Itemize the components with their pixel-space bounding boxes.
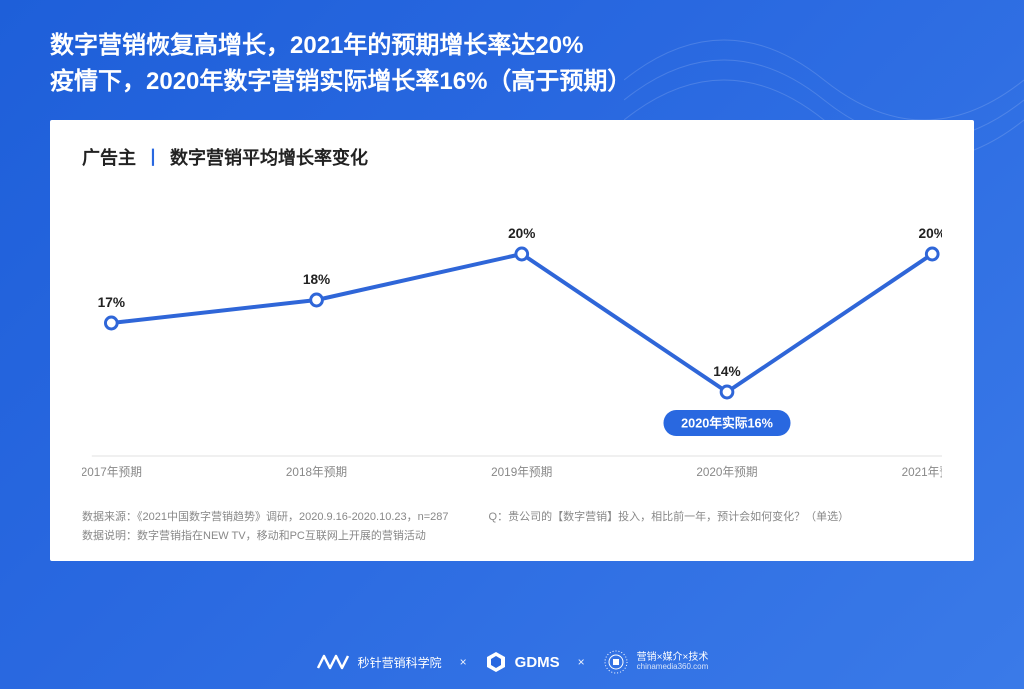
logo-miaozhen: 秒针营销科学院 <box>316 652 442 672</box>
source-line1-left: 数据来源：《2021中国数字营销趋势》调研，2020.9.16-2020.10.… <box>82 508 449 527</box>
chart-marker <box>311 294 323 306</box>
chart-marker <box>721 386 733 398</box>
miaozhen-icon <box>316 652 350 672</box>
chart-marker <box>105 317 117 329</box>
chart-title: 广告主 丨 数字营销平均增长率变化 <box>82 144 942 170</box>
chart-title-left: 广告主 <box>82 144 136 170</box>
headline-line-1: 数字营销恢复高增长，2021年的预期增长率达20% <box>50 28 974 64</box>
chart-x-label: 2021年预期 <box>902 465 942 479</box>
chart-area: 17% 2017年预期 18% 2018年预期 20% 2019年预期 14% 2020年预期… <box>82 178 942 498</box>
logo-chinamedia: 营销×媒介×技术 chinamedia360.com <box>603 649 709 675</box>
chart-annotation-text: 2020年实际16% <box>681 415 773 430</box>
logo-gdms-text: GDMS <box>515 654 560 671</box>
chart-card: 广告主 丨 数字营销平均增长率变化 17% 2017年预期 18% 2018年预期 20… <box>50 120 974 561</box>
line-chart: 17% 2017年预期 18% 2018年预期 20% 2019年预期 14% 2020年预期… <box>82 178 942 498</box>
chart-x-label: 2018年预期 <box>286 465 347 479</box>
logo-chinamedia-bottom: chinamedia360.com <box>637 663 709 672</box>
chart-x-label: 2017年预期 <box>82 465 142 479</box>
chart-marker <box>926 248 938 260</box>
source-block: 数据来源：《2021中国数字营销趋势》调研，2020.9.16-2020.10.… <box>82 508 942 545</box>
source-line2: 数据说明：数字营销指在NEW TV，移动和PC互联网上开展的营销活动 <box>82 527 942 546</box>
chinamedia-icon <box>603 649 629 675</box>
logo-separator-1: × <box>460 655 467 669</box>
chart-title-separator: 丨 <box>144 144 162 170</box>
logo-gdms: GDMS <box>485 651 560 673</box>
chart-x-label: 2020年预期 <box>696 465 757 479</box>
headline-line-2: 疫情下，2020年数字营销实际增长率16%（高于预期） <box>50 64 974 100</box>
chart-value-label: 17% <box>98 294 125 310</box>
chart-x-label: 2019年预期 <box>491 465 552 479</box>
chart-line <box>111 254 932 392</box>
source-line1-right: Q：贵公司的【数字营销】投入，相比前一年，预计会如何变化？（单选） <box>489 508 850 527</box>
headline-block: 数字营销恢复高增长，2021年的预期增长率达20% 疫情下，2020年数字营销实… <box>0 0 1024 120</box>
chart-marker <box>516 248 528 260</box>
gdms-icon <box>485 651 507 673</box>
logo-separator-2: × <box>578 655 585 669</box>
chart-title-right: 数字营销平均增长率变化 <box>170 144 368 170</box>
chart-value-label: 20% <box>508 225 535 241</box>
logo-miaozhen-text: 秒针营销科学院 <box>358 654 442 671</box>
footer-logos: 秒针营销科学院 × GDMS × 营销×媒介×技术 chinamedia360.… <box>0 649 1024 675</box>
chart-value-label: 14% <box>713 363 740 379</box>
chart-value-label: 20% <box>919 225 942 241</box>
chart-value-label: 18% <box>303 271 330 287</box>
